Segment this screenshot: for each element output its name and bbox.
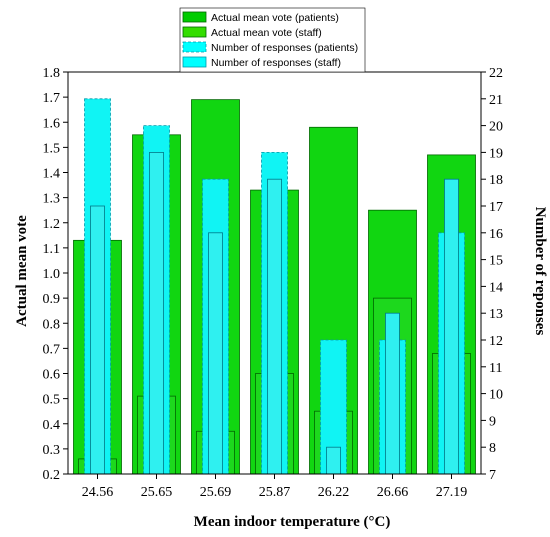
x-tick-label: 26.66 xyxy=(377,485,409,500)
right-y-tick-label: 9 xyxy=(489,414,496,429)
left-y-tick-label: 1.4 xyxy=(43,167,61,182)
left-y-tick-label: 0.9 xyxy=(43,292,61,307)
x-tick-label: 25.69 xyxy=(200,485,232,500)
x-tick-label: 25.87 xyxy=(259,485,291,500)
right-y-tick-label: 18 xyxy=(489,173,503,188)
left-y-tick-label: 0.3 xyxy=(43,443,61,458)
legend-label: Number of responses (staff) xyxy=(211,57,341,69)
plot-area xyxy=(73,98,476,475)
right-y-tick-label: 21 xyxy=(489,93,503,108)
left-y-tick-label: 1.2 xyxy=(43,217,61,232)
left-y-tick-label: 1.0 xyxy=(43,267,61,282)
left-y-tick-label: 1.5 xyxy=(43,141,61,156)
left-y-tick-label: 1.8 xyxy=(43,66,61,81)
right-y-tick-label: 7 xyxy=(489,468,496,483)
left-y-tick-label: 0.2 xyxy=(43,468,61,483)
left-y-tick-label: 0.7 xyxy=(43,342,61,357)
right-y-tick-label: 22 xyxy=(489,66,503,81)
legend-swatch xyxy=(182,11,207,23)
right-y-tick-label: 14 xyxy=(489,280,503,295)
bar-responses-staff xyxy=(444,178,459,475)
bar-responses-staff xyxy=(90,205,105,475)
legend-swatch xyxy=(182,41,207,53)
left-y-tick-label: 0.6 xyxy=(43,368,61,383)
x-axis-title: Mean indoor temperature (°C) xyxy=(194,514,391,530)
right-y-tick-label: 19 xyxy=(489,146,503,161)
legend-swatch xyxy=(182,56,207,68)
bar-responses-staff xyxy=(385,312,400,475)
right-y-tick-label: 15 xyxy=(489,254,503,269)
left-y-tick-label: 1.3 xyxy=(43,192,61,207)
legend-swatch xyxy=(182,26,207,38)
bar-responses-staff xyxy=(208,232,223,475)
legend-label: Number of responses (patients) xyxy=(211,42,358,54)
left-y-axis-title: Actual mean vote xyxy=(14,215,30,327)
left-y-tick-label: 1.1 xyxy=(43,242,61,257)
left-y-tick-label: 1.7 xyxy=(43,91,61,106)
right-y-tick-label: 17 xyxy=(489,200,503,215)
left-y-tick-label: 0.5 xyxy=(43,393,61,408)
right-y-tick-label: 11 xyxy=(489,361,502,376)
bar-responses-staff xyxy=(149,151,164,475)
left-y-tick-label: 0.4 xyxy=(43,418,61,433)
bar-responses-staff xyxy=(267,178,282,475)
right-y-axis-title: Number of reponses xyxy=(532,207,548,336)
x-tick-label: 24.56 xyxy=(82,485,114,500)
left-y-tick-label: 1.6 xyxy=(43,116,61,131)
right-y-tick-label: 13 xyxy=(489,307,503,322)
legend-frame xyxy=(179,7,366,73)
right-y-tick-label: 10 xyxy=(489,388,503,403)
right-y-tick-label: 16 xyxy=(489,227,503,242)
legend-label: Actual mean vote (staff) xyxy=(211,27,322,39)
bar-responses-staff xyxy=(326,446,341,475)
left-y-tick-label: 0.8 xyxy=(43,317,61,332)
x-tick-label: 26.22 xyxy=(318,485,350,500)
x-tick-label: 25.65 xyxy=(141,485,173,500)
right-y-tick-label: 8 xyxy=(489,441,496,456)
legend-label: Actual mean vote (patients) xyxy=(211,12,339,24)
right-y-tick-label: 12 xyxy=(489,334,503,349)
x-tick-label: 27.19 xyxy=(436,485,468,500)
legend: Actual mean vote (patients) Actual mean v… xyxy=(179,7,366,73)
right-y-tick-label: 20 xyxy=(489,120,503,135)
